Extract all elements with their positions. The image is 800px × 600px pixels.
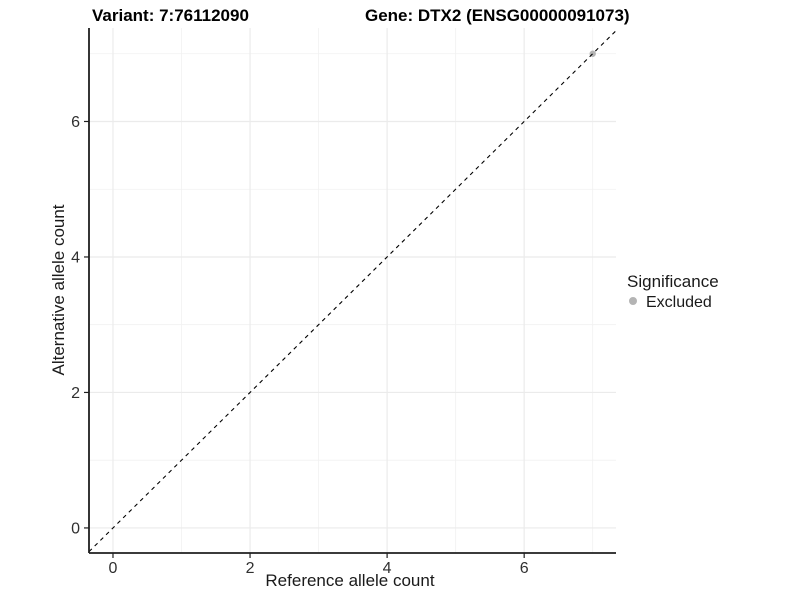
y-tick-label: 2 [71, 385, 80, 402]
major-gridlines [89, 28, 616, 553]
legend-marker-excluded [629, 297, 637, 305]
x-axis-label: Reference allele count [265, 571, 434, 590]
x-axis-tick-labels: 0 2 4 6 [109, 560, 529, 577]
y-tick-label: 4 [71, 249, 80, 266]
axis-tick-marks [84, 120, 525, 558]
x-tick-label: 2 [246, 560, 255, 577]
plot-title-gene: Gene: DTX2 (ENSG00000091073) [365, 6, 630, 25]
legend-item-label: Excluded [646, 294, 712, 311]
y-tick-label: 0 [71, 520, 80, 537]
x-tick-label: 4 [383, 560, 392, 577]
x-tick-label: 0 [109, 560, 118, 577]
legend-title: Significance [627, 272, 719, 291]
identity-reference-line [88, 30, 617, 553]
plot-title-variant: Variant: 7:76112090 [92, 6, 249, 25]
x-tick-label: 6 [520, 560, 529, 577]
y-tick-label: 6 [71, 114, 80, 131]
legend-item-excluded: Excluded [629, 294, 712, 311]
y-axis-label: Alternative allele count [49, 204, 68, 375]
minor-gridlines [89, 28, 616, 553]
y-axis-tick-labels: 0 2 4 6 [71, 114, 80, 537]
legend: Significance Excluded [627, 272, 719, 311]
